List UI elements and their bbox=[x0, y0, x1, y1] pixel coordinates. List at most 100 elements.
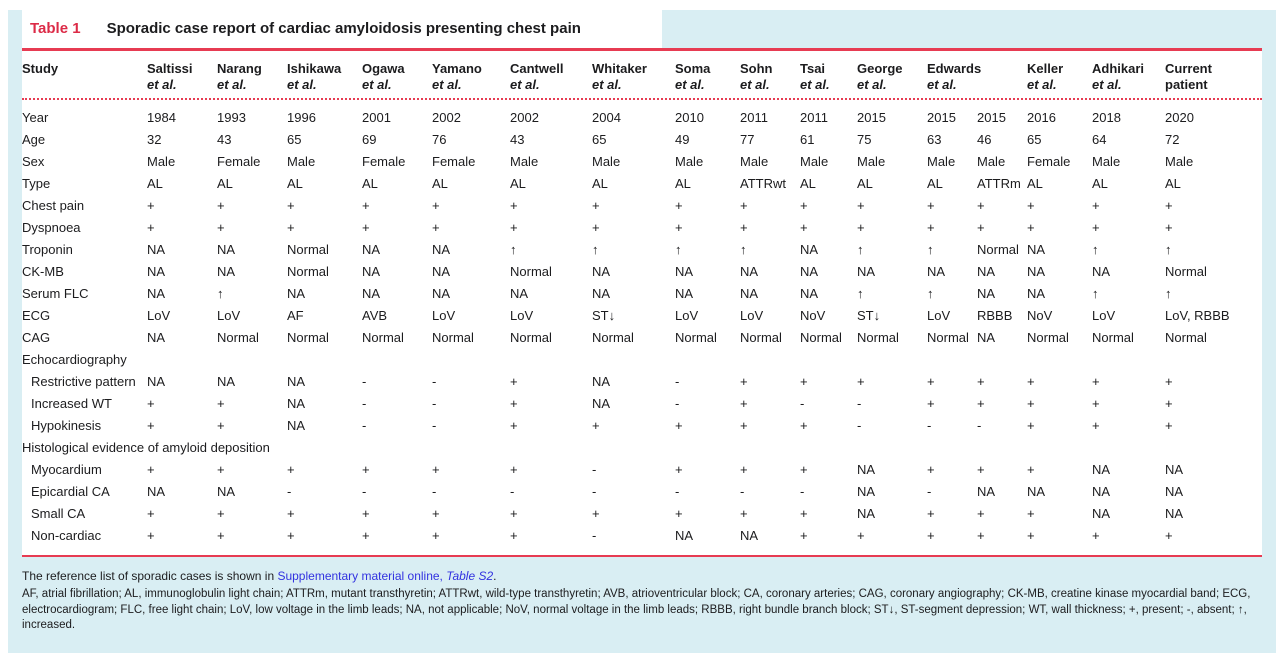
column-header-subline: et al. bbox=[800, 77, 830, 92]
table-cell: + bbox=[1027, 506, 1035, 521]
table-cell: 32 bbox=[147, 132, 162, 147]
column-header-subline: et al. bbox=[432, 77, 462, 92]
table-cell: + bbox=[1027, 198, 1035, 213]
column-header: George et al. bbox=[857, 55, 927, 93]
table-cell: + bbox=[217, 198, 225, 213]
column-header-name: Keller bbox=[1027, 61, 1064, 76]
column-header-subline: et al. bbox=[147, 77, 177, 92]
table-cell: NA bbox=[147, 286, 166, 301]
table-cell: ↑ bbox=[857, 242, 864, 257]
table-row: CAG NA Normal Normal Normal Normal Normal Norma… bbox=[22, 327, 1262, 349]
table-cell: + bbox=[740, 396, 748, 411]
table-cell: 2004 bbox=[592, 110, 621, 125]
column-header: Adhikari et al. bbox=[1092, 55, 1165, 93]
table-cell: NA bbox=[1027, 242, 1046, 257]
table-cell: + bbox=[927, 506, 935, 521]
table-cell: + bbox=[432, 506, 440, 521]
table-row: Epicardial CA NA NA - - - - - - - - NA - NA NA NA NA bbox=[22, 481, 1262, 503]
table-cell: NA bbox=[147, 330, 166, 345]
table-cell: + bbox=[287, 462, 295, 477]
table-cell: RBBB bbox=[977, 308, 1013, 323]
table-cell: + bbox=[287, 198, 295, 213]
table-cell: AL bbox=[800, 176, 816, 191]
table-cell: ↑ bbox=[927, 242, 934, 257]
table-cell: + bbox=[800, 528, 808, 543]
table-cell: + bbox=[740, 462, 748, 477]
table-cell: ST↓ bbox=[857, 308, 881, 323]
column-header-name: Ishikawa bbox=[287, 61, 342, 76]
column-header: Soma et al. bbox=[675, 55, 740, 93]
table-cell: - bbox=[432, 484, 437, 499]
table-cell: + bbox=[1092, 528, 1100, 543]
table-cell: Male bbox=[857, 154, 886, 169]
column-header-subline: et al. bbox=[592, 77, 622, 92]
column-header-subline: et al. bbox=[857, 77, 887, 92]
table-cell: + bbox=[287, 506, 295, 521]
row-label: Type bbox=[22, 176, 51, 191]
column-header-subline: et al. bbox=[675, 77, 705, 92]
table-cell: NA bbox=[1165, 462, 1184, 477]
table-cell: ↑ bbox=[857, 286, 864, 301]
table-cell: + bbox=[800, 462, 808, 477]
table-cell: NA bbox=[592, 374, 611, 389]
table-cell: + bbox=[510, 374, 518, 389]
table-cell: - bbox=[675, 484, 680, 499]
table-cell: 2020 bbox=[1165, 110, 1194, 125]
column-header-name: Adhikari bbox=[1092, 61, 1145, 76]
table-row: Age 32 43 65 69 76 43 65 49 77 61 75 63 46 65 64 72 bbox=[22, 129, 1262, 151]
row-label: Epicardial CA bbox=[31, 484, 110, 499]
table-cell: ST↓ bbox=[592, 308, 616, 323]
table-cell: ↑ bbox=[740, 242, 747, 257]
table-cell: 2010 bbox=[675, 110, 704, 125]
table-cell: 2018 bbox=[1092, 110, 1121, 125]
table-cell: + bbox=[800, 198, 808, 213]
table-row: Hypokinesis + + NA - - + + + + + - - - + + + bbox=[22, 415, 1262, 437]
table-cell: + bbox=[800, 220, 808, 235]
table-cell: LoV bbox=[147, 308, 171, 323]
table-cell: + bbox=[1027, 462, 1035, 477]
table-cell: NA bbox=[1027, 484, 1046, 499]
table-cell: ↑ bbox=[927, 286, 934, 301]
table-cell: ATTRm bbox=[977, 176, 1021, 191]
table-cell: Normal bbox=[510, 330, 552, 345]
table-cell: Normal bbox=[1165, 330, 1207, 345]
table-cell: NA bbox=[287, 374, 306, 389]
table-cell: 1993 bbox=[217, 110, 246, 125]
table-cell: 65 bbox=[1027, 132, 1042, 147]
table-cell: Normal bbox=[1092, 330, 1134, 345]
column-header: Cantwell et al. bbox=[510, 55, 592, 93]
table-cell: NoV bbox=[800, 308, 826, 323]
table-cell: + bbox=[432, 462, 440, 477]
table-cell: NA bbox=[362, 286, 381, 301]
column-header-subline: et al. bbox=[1027, 77, 1057, 92]
caption-background bbox=[22, 10, 662, 48]
supplementary-link[interactable]: Supplementary material online, bbox=[277, 569, 447, 583]
table-cell: NoV bbox=[1027, 308, 1053, 323]
reference-note-period: . bbox=[493, 569, 497, 583]
row-label: CK-MB bbox=[22, 264, 64, 279]
table-cell: + bbox=[800, 418, 808, 433]
table-cell: Normal bbox=[800, 330, 842, 345]
table-cell: + bbox=[675, 462, 683, 477]
table-cell: NA bbox=[857, 506, 876, 521]
table-cell: 76 bbox=[432, 132, 447, 147]
table-card: Table 1 Sporadic case report of cardiac a… bbox=[8, 10, 1276, 653]
table-cell: NA bbox=[800, 242, 819, 257]
table-cell: AL bbox=[217, 176, 233, 191]
table-row: Sex Male Female Male Female Female Male Male Mal… bbox=[22, 151, 1262, 173]
table-label: Table 1 bbox=[30, 20, 81, 37]
table-row: Small CA + + + + + + + + + + NA + + + NA NA bbox=[22, 503, 1262, 525]
table-cell: + bbox=[1165, 528, 1173, 543]
table-cell: AL bbox=[432, 176, 448, 191]
table-cell: + bbox=[217, 220, 225, 235]
row-label: Chest pain bbox=[22, 198, 85, 213]
table-cell: Normal bbox=[977, 242, 1019, 257]
table-cell: 1984 bbox=[147, 110, 176, 125]
table-cell: + bbox=[1027, 528, 1035, 543]
supplementary-table-link[interactable]: Table S2 bbox=[446, 569, 494, 583]
table-cell: LoV bbox=[217, 308, 241, 323]
table-cell: + bbox=[362, 506, 370, 521]
table-cell: - bbox=[977, 418, 982, 433]
table-cell: + bbox=[432, 528, 440, 543]
section-row-label: Histological evidence of amyloid deposit… bbox=[22, 440, 270, 455]
